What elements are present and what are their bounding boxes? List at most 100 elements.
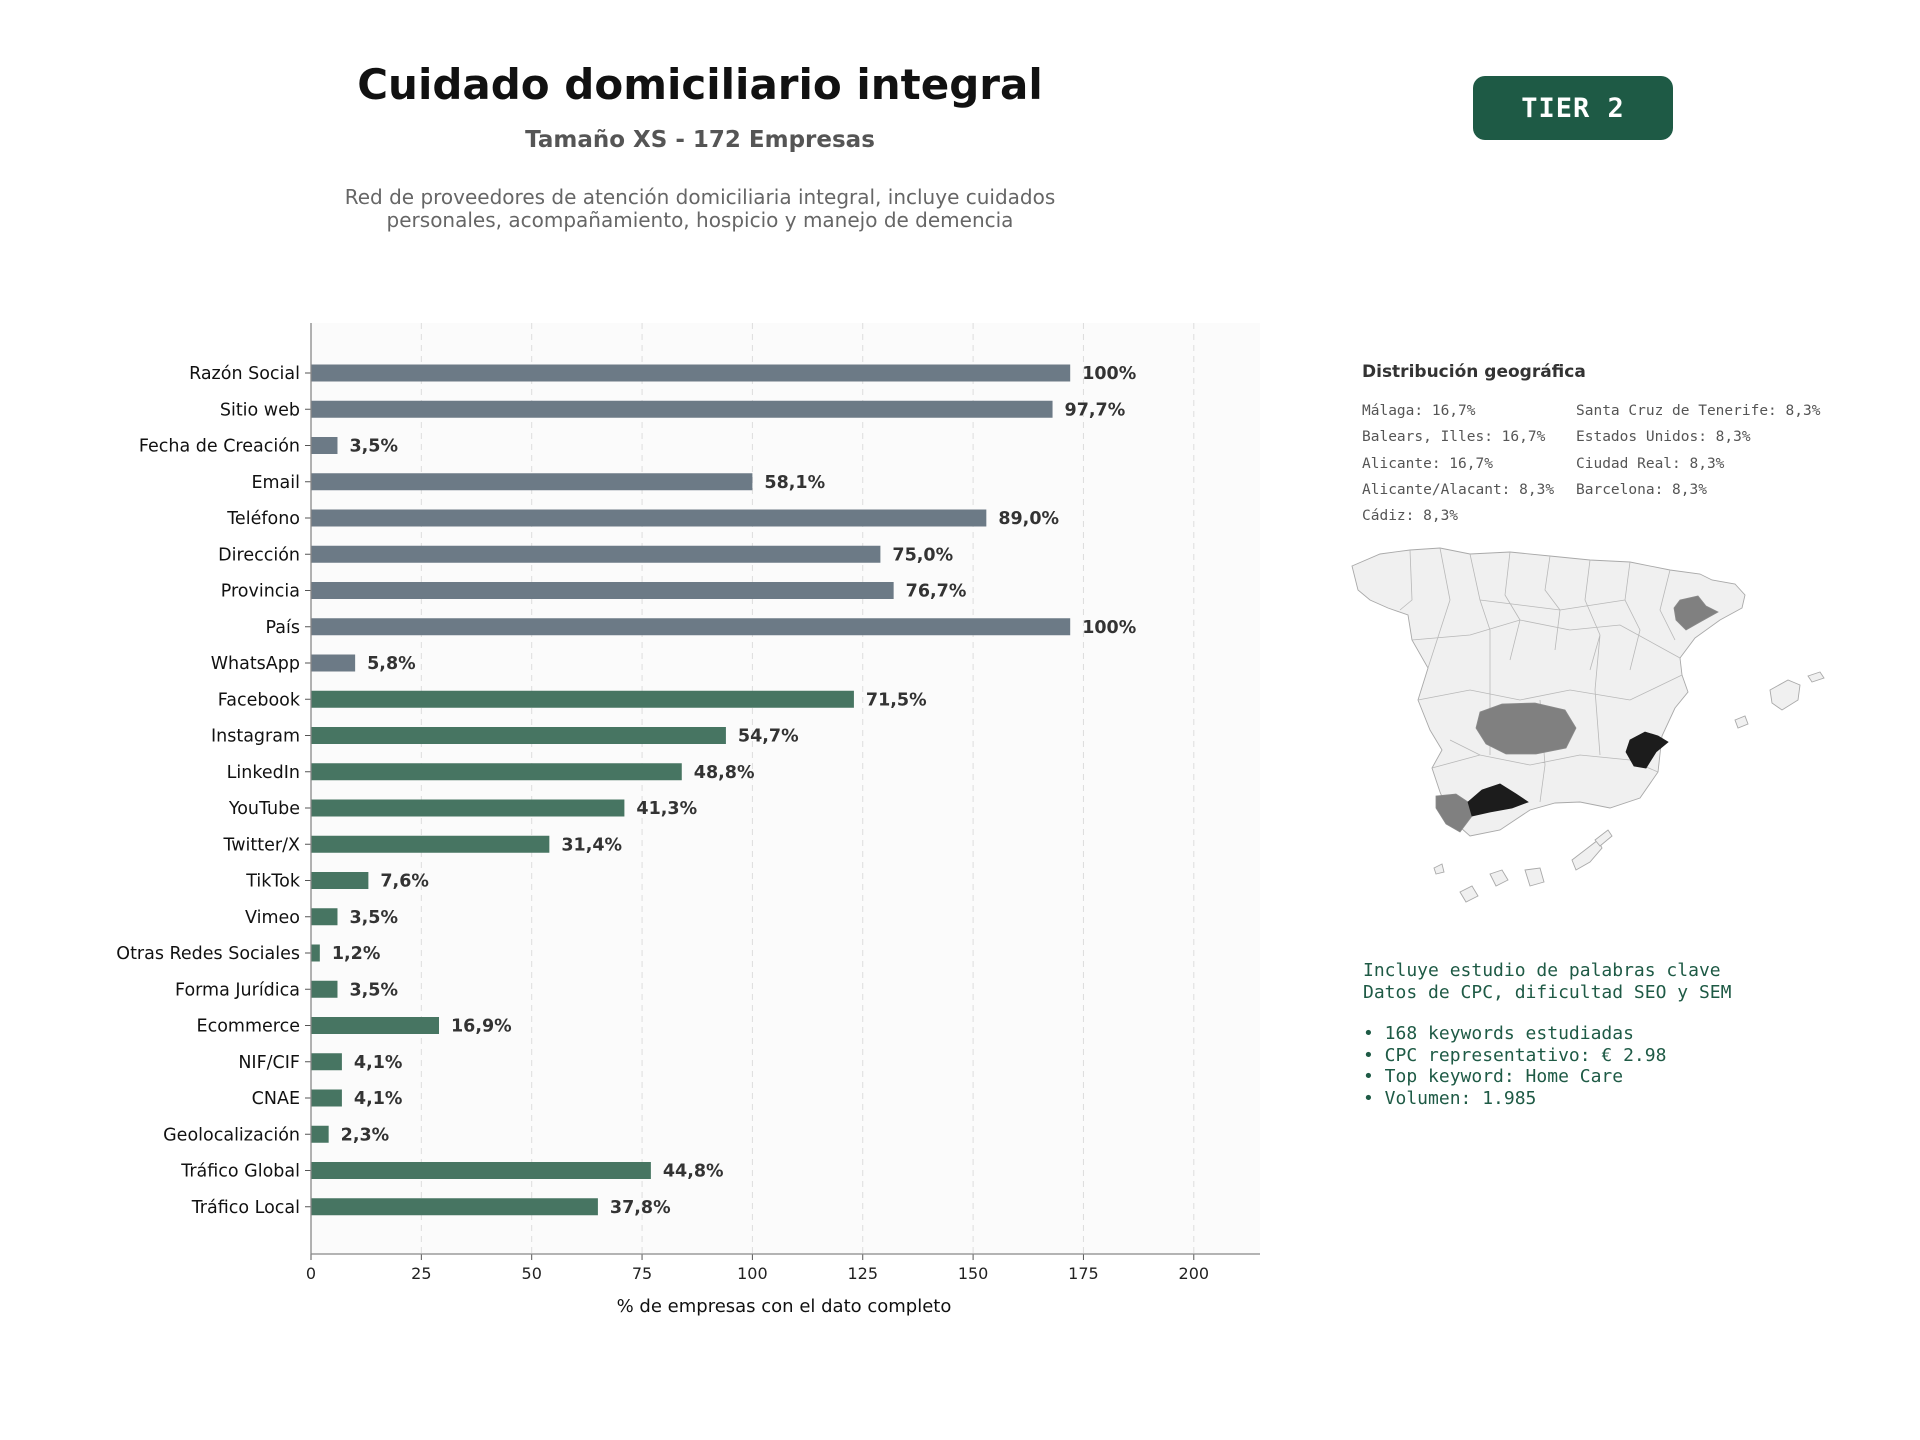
bar: [311, 944, 320, 962]
bar: [311, 437, 338, 454]
data-label: 7,6%: [380, 872, 429, 892]
category-label: Email: [251, 473, 300, 493]
category-label: Provincia: [221, 582, 300, 602]
x-tick-label: 75: [632, 1264, 652, 1283]
data-label: 100%: [1082, 618, 1136, 638]
data-label: 41,3%: [636, 799, 697, 819]
geo-item: Santa Cruz de Tenerife: 8,3%: [1576, 403, 1821, 419]
map-malaga: [1467, 783, 1529, 817]
page-subtitle: Tamaño XS - 172 Empresas: [525, 127, 875, 153]
data-label: 31,4%: [561, 835, 622, 855]
category-label: WhatsApp: [211, 654, 300, 674]
category-label: YouTube: [228, 799, 300, 819]
bar: [311, 835, 550, 853]
data-label: 58,1%: [764, 473, 825, 493]
map-alicante: [1625, 731, 1669, 769]
data-label: 3,5%: [349, 908, 398, 928]
data-label: 2,3%: [341, 1125, 390, 1145]
category-label: Fecha de Creación: [139, 437, 300, 457]
data-label: 4,1%: [354, 1089, 403, 1109]
page-description: Red de proveedores de atención domicilia…: [250, 186, 1150, 232]
spain-map: [1351, 547, 1825, 903]
data-label: 3,5%: [349, 980, 398, 1000]
map-canary-6: [1433, 863, 1445, 875]
bar: [311, 1017, 440, 1034]
category-label: Tráfico Global: [180, 1162, 300, 1182]
category-label: NIF/CIF: [238, 1053, 300, 1073]
bar: [311, 690, 854, 708]
data-label: 5,8%: [367, 654, 416, 674]
bar: [311, 1053, 342, 1071]
bar: [311, 727, 726, 744]
category-label: Sitio web: [220, 400, 300, 420]
data-label: 1,2%: [332, 944, 381, 964]
map-cadiz: [1435, 793, 1473, 833]
category-label: LinkedIn: [227, 763, 300, 783]
data-label: 3,5%: [349, 437, 398, 457]
bar: [311, 763, 682, 781]
map-province-borders: [1399, 547, 1683, 803]
category-label: Instagram: [211, 727, 300, 747]
map-canary-5: [1594, 829, 1613, 847]
category-label: Twitter/X: [222, 835, 300, 855]
keywords-bullet: • CPC representativo: € 2.98: [1363, 1044, 1667, 1066]
geo-item: Alicante: 16,7%: [1362, 455, 1493, 472]
category-label: TikTok: [245, 872, 301, 892]
keywords-line: Incluye estudio de palabras clave: [1363, 960, 1721, 981]
keywords-line: Datos de CPC, dificultad SEO y SEM: [1363, 981, 1732, 1003]
map-ciudad-real: [1475, 702, 1577, 755]
map-mallorca: [1769, 679, 1801, 711]
geo-item: Barcelona: 8,3%: [1576, 481, 1707, 498]
x-tick-label: 25: [411, 1264, 431, 1283]
bar: [311, 1198, 598, 1216]
data-label: 97,7%: [1065, 400, 1126, 420]
description-line: personales, acompañamiento, hospicio y m…: [386, 208, 1014, 232]
geo-item: Cádiz: 8,3%: [1362, 508, 1459, 525]
bar: [311, 1089, 342, 1107]
data-label: 71,5%: [866, 690, 927, 710]
category-label: País: [266, 618, 300, 638]
category-label: Geolocalización: [163, 1125, 300, 1145]
map-canary-3: [1524, 867, 1545, 887]
bar: [311, 980, 338, 998]
geo-item: Málaga: 16,7%: [1362, 403, 1476, 419]
category-label: Facebook: [218, 690, 301, 710]
data-label: 44,8%: [663, 1162, 724, 1182]
category-label: Forma Jurídica: [175, 980, 300, 1000]
category-label: Razón Social: [189, 364, 300, 384]
map-canary-4: [1571, 839, 1603, 871]
category-label: Vimeo: [245, 908, 300, 928]
geo-item: Balears, Illes: 16,7%: [1362, 429, 1546, 446]
data-label: 89,0%: [998, 509, 1059, 529]
geo-item: Alicante/Alacant: 8,3%: [1362, 481, 1555, 498]
x-axis-label: % de empresas con el dato completo: [617, 1296, 952, 1317]
map-menorca: [1807, 671, 1825, 683]
keywords-bullet: • Top keyword: Home Care: [1363, 1066, 1624, 1087]
bar: [311, 582, 894, 599]
bar: [311, 473, 753, 491]
data-label: 54,7%: [738, 727, 799, 747]
geo-item: Estados Unidos: 8,3%: [1576, 429, 1751, 446]
data-label: 76,7%: [906, 582, 967, 602]
data-label: 37,8%: [610, 1198, 671, 1218]
map-barcelona: [1673, 595, 1719, 631]
tier-badge: TIER 2: [1473, 76, 1673, 140]
data-label: 100%: [1082, 364, 1136, 384]
bar: [311, 799, 625, 817]
category-label: Teléfono: [226, 509, 300, 529]
map-canary-2: [1489, 869, 1509, 887]
category-label: Otras Redes Sociales: [116, 944, 300, 964]
x-tick-label: 175: [1068, 1264, 1099, 1283]
map-ibiza: [1734, 715, 1749, 729]
geo-distribution-title: Distribución geográfica: [1362, 362, 1586, 382]
data-label: 48,8%: [694, 763, 755, 783]
description-line: Red de proveedores de atención domicilia…: [344, 185, 1056, 209]
x-tick-label: 0: [306, 1264, 316, 1283]
category-label: CNAE: [252, 1089, 300, 1109]
bar: [311, 509, 987, 527]
bar: [311, 1125, 329, 1143]
bar: [311, 364, 1071, 382]
keywords-info: Incluye estudio de palabras clave Datos …: [1363, 960, 1731, 1109]
category-label: Ecommerce: [197, 1017, 300, 1037]
bar: [311, 400, 1053, 418]
